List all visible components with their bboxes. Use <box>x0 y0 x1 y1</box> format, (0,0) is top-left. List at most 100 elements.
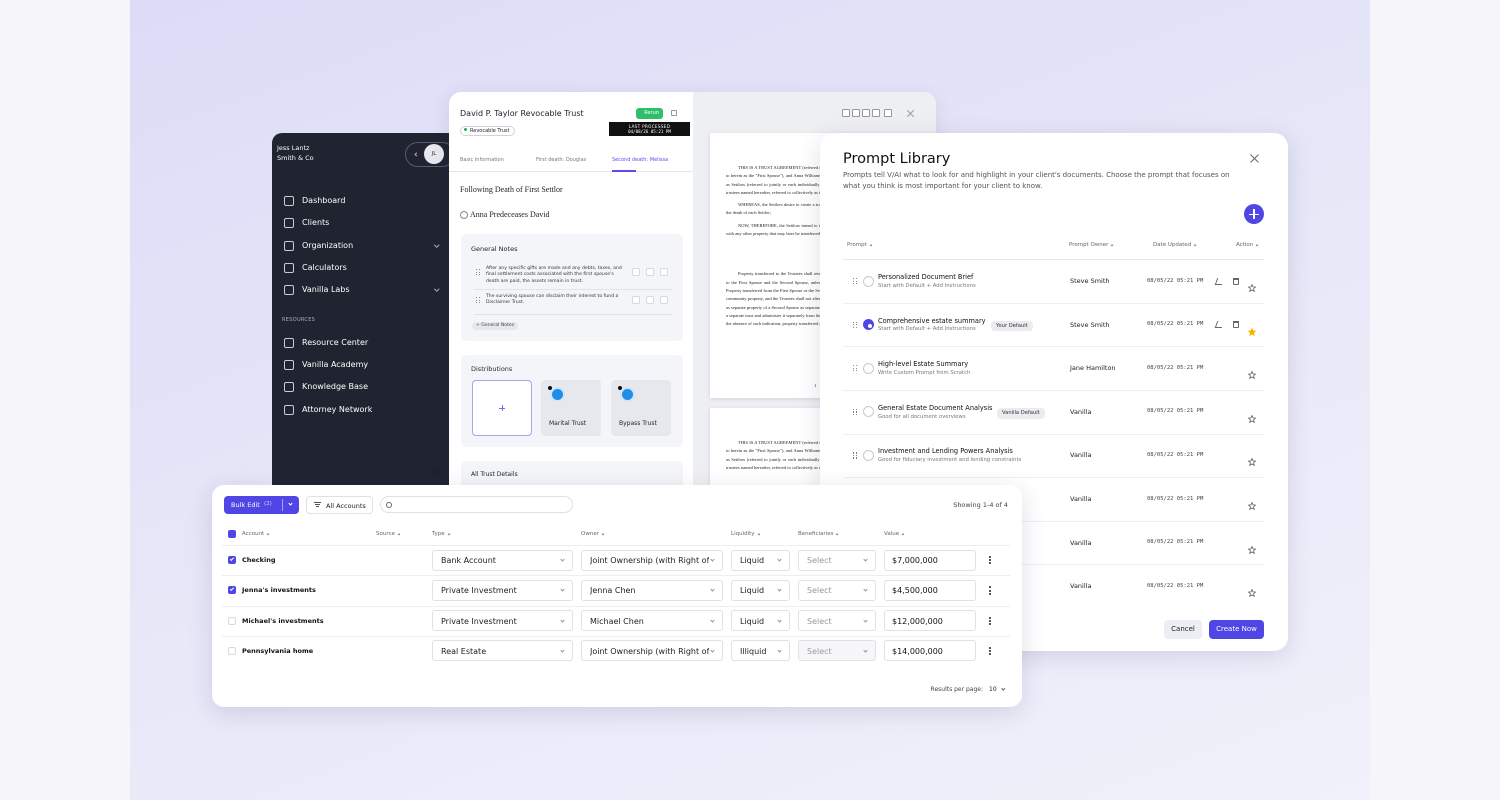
owner-value: Michael Chen <box>590 616 644 626</box>
column-header[interactable]: Source <box>376 531 395 538</box>
select-owner[interactable]: Joint Ownership (with Right of <box>581 549 723 571</box>
prompt-name[interactable]: Investment and Lending Powers Analysis <box>878 447 1013 456</box>
icon <box>284 285 294 295</box>
radio[interactable] <box>863 319 874 331</box>
prompt-name[interactable]: High-level Estate Summary <box>878 360 969 369</box>
add-distribution[interactable] <box>472 380 532 436</box>
toolbar-icon[interactable] <box>872 109 880 117</box>
note-action[interactable] <box>646 296 654 304</box>
column-header[interactable]: Prompt Owner <box>1069 241 1109 248</box>
select-type[interactable]: Private Investment <box>432 610 573 632</box>
row-checkbox[interactable] <box>228 616 236 625</box>
toolbar-icon[interactable] <box>842 109 850 117</box>
column-header[interactable]: Beneficiaries <box>798 531 834 538</box>
bulk-edit-button[interactable]: Bulk Edit (2) <box>224 496 299 514</box>
column-header[interactable]: Prompt <box>847 241 867 248</box>
star-icon[interactable] <box>1247 364 1257 380</box>
column-header[interactable]: Owner <box>581 531 599 538</box>
column-header[interactable]: Action <box>1236 241 1254 248</box>
kebab-dot[interactable] <box>989 650 991 653</box>
resource-item[interactable]: Knowledge Base <box>302 382 368 392</box>
row-checkbox[interactable] <box>228 556 236 564</box>
select-owner[interactable]: Michael Chen <box>581 610 723 632</box>
results-value[interactable]: 10 <box>989 685 997 693</box>
resource-item[interactable]: Vanilla Academy <box>302 360 369 370</box>
star-icon[interactable] <box>1247 495 1257 511</box>
radio[interactable] <box>863 275 874 287</box>
tab[interactable]: First death: Douglas <box>536 156 587 163</box>
star-icon[interactable] <box>1247 451 1257 467</box>
select-owner[interactable]: Jenna Chen <box>581 579 723 601</box>
add-prompt-button[interactable] <box>1244 204 1264 224</box>
tab[interactable]: Second death: Melissa <box>612 156 669 163</box>
star-icon[interactable] <box>1247 539 1257 554</box>
select-liquidity[interactable]: Illiquid <box>731 640 790 662</box>
star-icon[interactable] <box>1247 408 1257 423</box>
star-icon[interactable] <box>1247 582 1257 598</box>
cancel-button[interactable]: Cancel <box>1164 620 1202 639</box>
column-header[interactable]: Account <box>242 531 265 538</box>
edit-icon[interactable] <box>1214 321 1225 329</box>
add-note-button[interactable]: + General Notes <box>472 322 519 330</box>
delete-icon[interactable] <box>1233 321 1239 329</box>
select-beneficiaries[interactable]: Select <box>798 610 876 632</box>
select-liquidity[interactable]: Liquid <box>731 579 790 601</box>
filter-button[interactable]: All Accounts <box>306 496 373 514</box>
select-liquidity[interactable]: Liquid <box>731 610 790 632</box>
nav-item[interactable]: Organization <box>302 241 354 251</box>
note-action[interactable] <box>660 296 668 304</box>
value-input[interactable]: $7,000,000 <box>884 549 976 571</box>
toolbar-icon[interactable] <box>884 109 892 117</box>
value-input[interactable]: $14,000,000 <box>884 640 976 662</box>
resource-item[interactable]: Attorney Network <box>302 405 373 415</box>
prompt-name[interactable]: General Estate Document Analysis <box>878 403 993 412</box>
tab[interactable]: Basic Information <box>460 156 504 163</box>
column-header[interactable]: Date Updated <box>1153 241 1192 248</box>
select-owner[interactable]: Joint Ownership (with Right of <box>581 640 723 662</box>
row-checkbox[interactable] <box>228 646 236 655</box>
toolbar-icon[interactable] <box>862 109 870 117</box>
column-header[interactable]: Value <box>884 531 900 538</box>
kebab-dot[interactable] <box>989 619 991 622</box>
radio[interactable] <box>863 449 874 461</box>
kebab-dot[interactable] <box>989 589 991 592</box>
rerun-button[interactable]: Rerun <box>636 108 663 119</box>
delete-icon[interactable] <box>1233 277 1239 285</box>
note-action[interactable] <box>660 268 668 276</box>
select-type[interactable]: Bank Account <box>432 549 573 571</box>
value-input[interactable]: $4,500,000 <box>884 579 976 601</box>
search-box[interactable] <box>380 496 573 513</box>
radio[interactable] <box>863 406 874 418</box>
radio[interactable] <box>863 362 874 374</box>
header-checkbox[interactable] <box>228 530 236 538</box>
edit-icon[interactable] <box>1214 277 1225 285</box>
note-action[interactable] <box>632 296 640 304</box>
prompt-name[interactable]: Personalized Document Brief <box>878 272 974 281</box>
toolbar-icon[interactable] <box>852 109 860 117</box>
note-action[interactable] <box>646 268 654 276</box>
column-header[interactable]: Liquidity <box>731 531 755 538</box>
nav-item[interactable]: Dashboard <box>302 196 346 206</box>
nav-item[interactable]: Vanilla Labs <box>302 285 350 295</box>
prompt-name[interactable]: Comprehensive estate summary <box>878 316 986 325</box>
kebab-dot[interactable] <box>989 559 991 562</box>
select-type[interactable]: Real Estate <box>432 640 573 662</box>
resource-item[interactable]: Resource Center <box>302 338 369 348</box>
distribution-tile[interactable]: Bypass Trust <box>611 380 671 436</box>
row-checkbox[interactable] <box>228 586 236 595</box>
select-beneficiaries[interactable]: Select <box>798 549 876 571</box>
select-liquidity[interactable]: Liquid <box>731 549 790 571</box>
distribution-tile[interactable]: Marital Trust <box>541 380 601 436</box>
star-icon[interactable] <box>1247 321 1257 336</box>
select-type[interactable]: Private Investment <box>432 579 573 601</box>
value-input[interactable]: $12,000,000 <box>884 610 976 632</box>
create-button[interactable]: Create Now <box>1209 620 1264 639</box>
star-icon[interactable] <box>1247 277 1257 293</box>
nav-item[interactable]: Calculators <box>302 263 347 273</box>
select-beneficiaries[interactable]: Select <box>798 640 876 662</box>
column-header[interactable]: Type <box>432 531 445 538</box>
note-action[interactable] <box>632 268 640 276</box>
star-svg <box>1247 545 1257 554</box>
select-beneficiaries[interactable]: Select <box>798 579 876 601</box>
nav-item[interactable]: Clients <box>302 218 330 228</box>
